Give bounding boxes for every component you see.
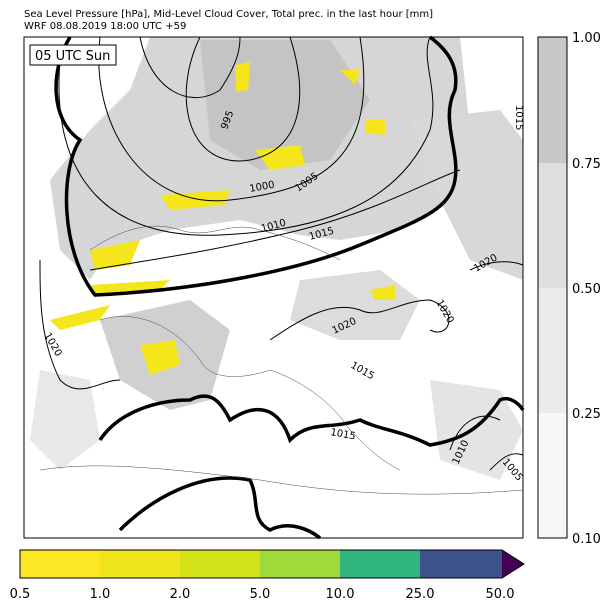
colorbar-band: [538, 288, 567, 413]
colorbar-extend: [502, 550, 524, 578]
precipitation: [50, 62, 395, 375]
colorbar-tick-label: 10.0: [326, 587, 355, 602]
colorbar-band: [538, 163, 567, 288]
colorbar-band: [340, 550, 420, 578]
colorbar-tick-label: 5.0: [250, 587, 271, 602]
cloud-colorbar: 0.10 0.25 0.50 0.75 1.00: [537, 31, 601, 547]
time-label-box: [29, 44, 117, 66]
contour-label: 1000: [249, 180, 276, 195]
colorbar-tick-label: 1.0: [90, 587, 111, 602]
colorbar-tick-label: 0.10: [572, 532, 601, 547]
contour-1015: [54, 35, 525, 540]
colorbar-band: [180, 550, 260, 578]
colorbar-tick-label: 1.00: [572, 31, 601, 46]
colorbar-tick-label: 0.75: [572, 157, 601, 172]
map-frame: [23, 36, 524, 539]
contour-label: 1015: [329, 427, 356, 442]
colorbar-band: [420, 550, 502, 578]
colorbar-band: [538, 37, 567, 163]
subtitle-line: WRF 08.08.2019 18:00 UTC +59: [24, 21, 186, 32]
colorbar-frame: [537, 36, 568, 539]
time-label: 05 UTC Sun: [35, 49, 110, 64]
colorbar-tick-label: 0.5: [10, 587, 31, 602]
map: 995 1000 1005 1010 1015 1020 1020 1020 1…: [23, 35, 525, 540]
colorbar-band: [20, 550, 100, 578]
pressure-contours: [39, 36, 524, 471]
colorbar-band: [100, 550, 180, 578]
coastlines: [39, 225, 524, 495]
colorbar-band: [260, 550, 340, 578]
colorbar-tick-label: 50.0: [486, 587, 515, 602]
title-line: Sea Level Pressure [hPa], Mid-Level Clou…: [24, 9, 433, 20]
colorbar-frame: [19, 549, 525, 579]
colorbar-tick-label: 0.50: [572, 282, 601, 297]
colorbar-tick-label: 2.0: [170, 587, 191, 602]
colorbar-tick-label: 0.25: [572, 407, 601, 422]
precip-colorbar: 0.5 1.0 2.0 5.0 10.0 25.0 50.0: [10, 549, 525, 602]
contour-label: 1015: [513, 105, 524, 130]
colorbar-tick-label: 25.0: [406, 587, 435, 602]
colorbar-band: [538, 413, 567, 538]
